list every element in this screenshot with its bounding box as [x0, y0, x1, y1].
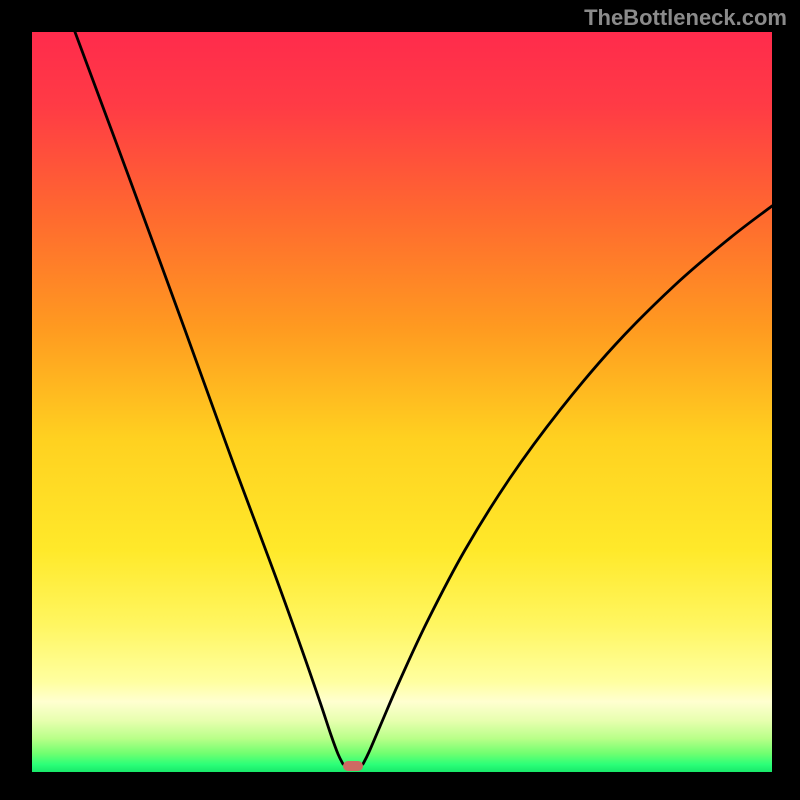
curve-right-branch — [363, 206, 772, 764]
bottleneck-curve — [32, 32, 772, 772]
chart-container: TheBottleneck.com — [0, 0, 800, 800]
curve-left-branch — [75, 32, 343, 764]
gradient-plot-area — [32, 32, 772, 772]
optimal-point-marker — [343, 761, 363, 771]
watermark-text: TheBottleneck.com — [584, 5, 787, 31]
